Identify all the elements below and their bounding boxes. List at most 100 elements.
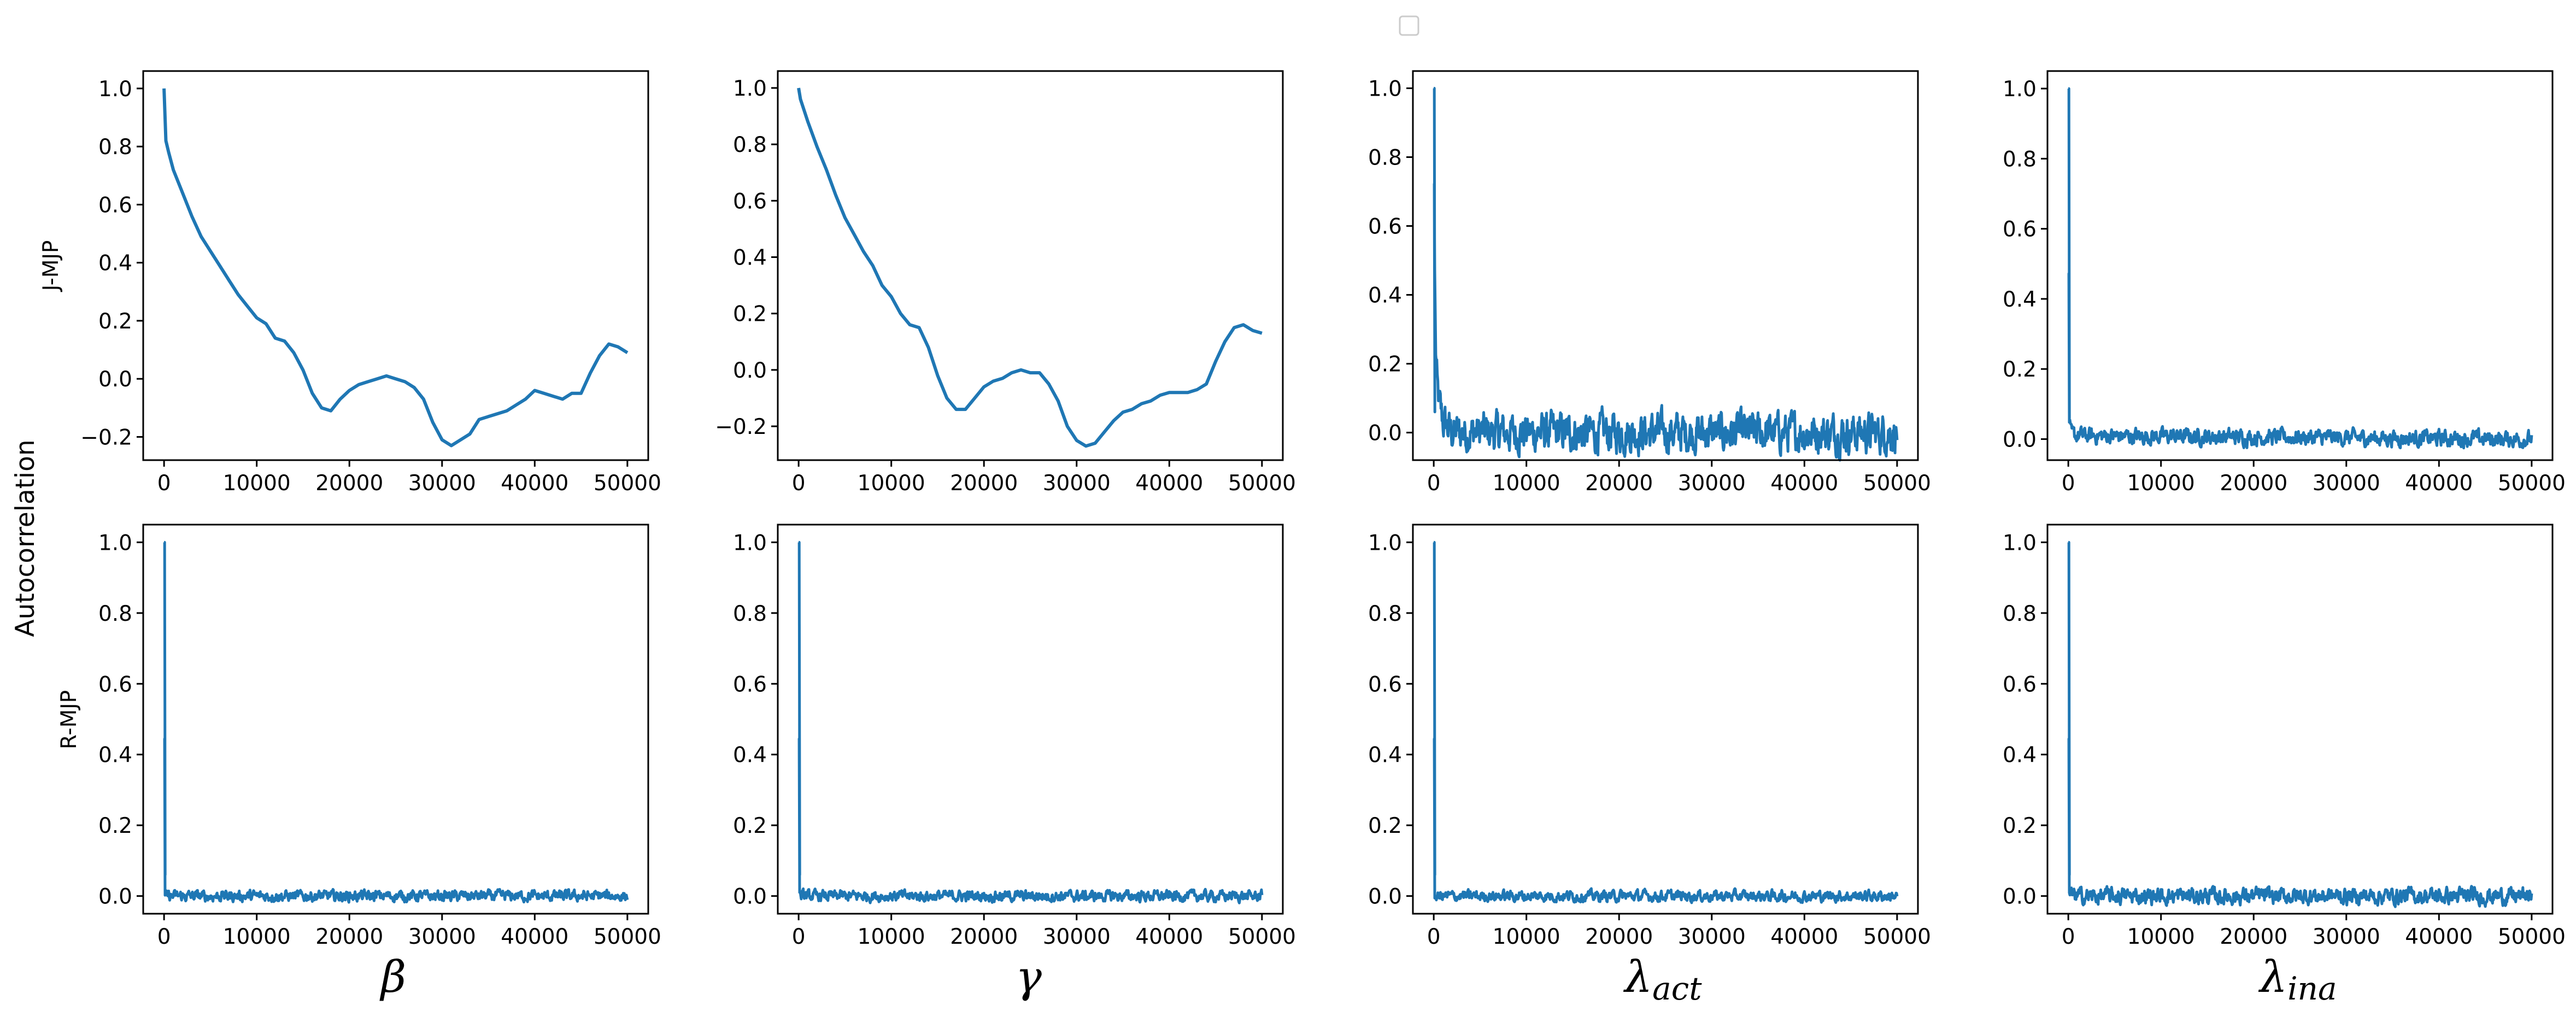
y-tick-label: 0.8 (733, 602, 767, 626)
x-tick-label: 0 (792, 471, 806, 496)
legend-box (1399, 15, 1419, 36)
y-tick-label: 0.2 (98, 814, 132, 838)
x-tick-label: 0 (1427, 925, 1441, 949)
y-tick-label: 0.8 (98, 602, 132, 626)
x-tick-label: 40000 (501, 471, 568, 496)
x-tick-label: 30000 (2313, 925, 2380, 949)
series-line (797, 87, 1263, 448)
y-tick-label: 0.8 (2003, 147, 2037, 172)
x-tick-label: 30000 (1043, 925, 1111, 949)
x-tick-label: 20000 (2220, 925, 2287, 949)
x-tick-label: 50000 (1228, 471, 1296, 496)
col-label-gamma: γ (1016, 951, 1042, 1002)
y-tick-label: 0.2 (733, 302, 767, 327)
series-line (1433, 540, 1899, 904)
y-tick-label: 0.2 (2003, 814, 2037, 838)
series-line (2067, 540, 2533, 908)
y-tick-label: 0.6 (2003, 217, 2037, 242)
x-tick-label: 10000 (858, 925, 925, 949)
y-tick-label: 0.2 (733, 814, 767, 838)
x-tick-label: 10000 (223, 925, 291, 949)
y-tick-label: −0.2 (715, 415, 767, 439)
x-tick-label: 40000 (1770, 471, 1838, 496)
x-tick-label: 40000 (1770, 925, 1838, 949)
x-tick-label: 50000 (594, 471, 661, 496)
x-tick-label: 20000 (1585, 925, 1653, 949)
y-tick-label: 0.0 (733, 358, 767, 383)
y-tick-label: 0.6 (1368, 672, 1402, 697)
x-tick-label: 30000 (408, 925, 476, 949)
col-label-lambda-act: λact (1623, 951, 1702, 1007)
y-tick-label: 0.0 (1368, 421, 1402, 446)
axes-frame (1412, 524, 1919, 915)
y-tick-label: 0.6 (98, 193, 132, 217)
subplot-grid: −0.2 0.0 0.2 0.4 0.6 0.8 1.0 0 10000 20000 30000 40… (80, 70, 2566, 949)
y-tick-label: 1.0 (733, 531, 767, 555)
y-tick-label: 0.6 (98, 672, 132, 697)
x-tick-label: 20000 (315, 471, 383, 496)
y-tick-label: 1.0 (2003, 531, 2037, 555)
subplot-j-mjp--0: −0.2 0.0 0.2 0.4 0.6 0.8 1.0 0 10000 20000 30000 40… (80, 70, 661, 496)
series-line (797, 540, 1264, 904)
axes-frame (777, 524, 1284, 915)
axes-frame (1412, 70, 1919, 461)
y-tick-label: 0.2 (2003, 357, 2037, 382)
y-tick-label: 0.0 (98, 885, 132, 909)
y-tick-label: 0.0 (2003, 885, 2037, 909)
y-tick-label: 0.4 (98, 743, 132, 768)
axes-frame (2046, 70, 2554, 461)
series-line (163, 540, 629, 904)
x-tick-label: 30000 (2313, 471, 2380, 496)
x-tick-label: 20000 (1585, 471, 1653, 496)
x-tick-label: 20000 (950, 471, 1018, 496)
x-tick-label: 40000 (1135, 471, 1203, 496)
x-tick-label: 0 (1427, 471, 1441, 496)
x-tick-label: 10000 (858, 471, 925, 496)
y-tick-label: 0.4 (98, 251, 132, 276)
x-tick-label: 20000 (950, 925, 1018, 949)
x-tick-label: 50000 (1863, 471, 1931, 496)
y-tick-label: 0.8 (733, 133, 767, 157)
y-tick-label: 0.8 (98, 135, 132, 160)
x-tick-label: 30000 (1678, 925, 1746, 949)
x-tick-label: 20000 (315, 925, 383, 949)
x-tick-label: 30000 (1678, 471, 1746, 496)
y-tick-label: 0.2 (1368, 352, 1402, 377)
y-tick-label: 1.0 (733, 77, 767, 101)
row-label-rmjp: R-MJP (57, 690, 81, 749)
axes-frame (2046, 524, 2554, 915)
x-tick-label: 20000 (2220, 471, 2287, 496)
x-tick-label: 10000 (1493, 471, 1560, 496)
axes-frame (777, 70, 1284, 461)
x-tick-label: 50000 (594, 925, 661, 949)
x-tick-label: 0 (792, 925, 806, 949)
x-tick-label: 50000 (1863, 925, 1931, 949)
x-tick-label: 40000 (501, 925, 568, 949)
axes-frame (142, 524, 649, 915)
x-tick-label: 40000 (2405, 471, 2473, 496)
col-label-beta: β (379, 951, 406, 1002)
x-tick-label: 10000 (2127, 925, 2195, 949)
y-tick-label: 0.0 (98, 367, 132, 392)
y-tick-label: 1.0 (98, 531, 132, 555)
y-tick-label: 0.2 (1368, 814, 1402, 838)
y-tick-label: 0.6 (1368, 215, 1402, 239)
subplot-j-mjp-ina-3: 0.0 0.2 0.4 0.6 0.8 1.0 0 10000 20000 30000 40000 5… (2003, 70, 2566, 496)
x-tick-label: 50000 (2498, 925, 2566, 949)
x-tick-label: 0 (2062, 471, 2075, 496)
row-label-jmjp: J-MJP (39, 240, 63, 293)
figure-ylabel: Autocorrelation (10, 439, 40, 637)
x-tick-label: 40000 (1135, 925, 1203, 949)
col-label-lambda-ina: λina (2258, 951, 2337, 1007)
y-tick-label: 0.8 (1368, 602, 1402, 626)
x-tick-label: 30000 (1043, 471, 1111, 496)
x-tick-label: 0 (2062, 925, 2075, 949)
y-tick-label: 0.4 (2003, 287, 2037, 312)
subplot-j-mjp-act-2: 0.0 0.2 0.4 0.6 0.8 1.0 0 10000 20000 30000 40000 5… (1368, 70, 1931, 496)
y-tick-label: 0.0 (2003, 428, 2037, 452)
y-tick-label: 1.0 (2003, 77, 2037, 102)
x-tick-label: 10000 (1493, 925, 1560, 949)
y-tick-label: 0.4 (733, 743, 767, 768)
subplot-j-mjp--1: −0.2 0.0 0.2 0.4 0.6 0.8 1.0 0 10000 20000 30000 40… (715, 70, 1296, 496)
